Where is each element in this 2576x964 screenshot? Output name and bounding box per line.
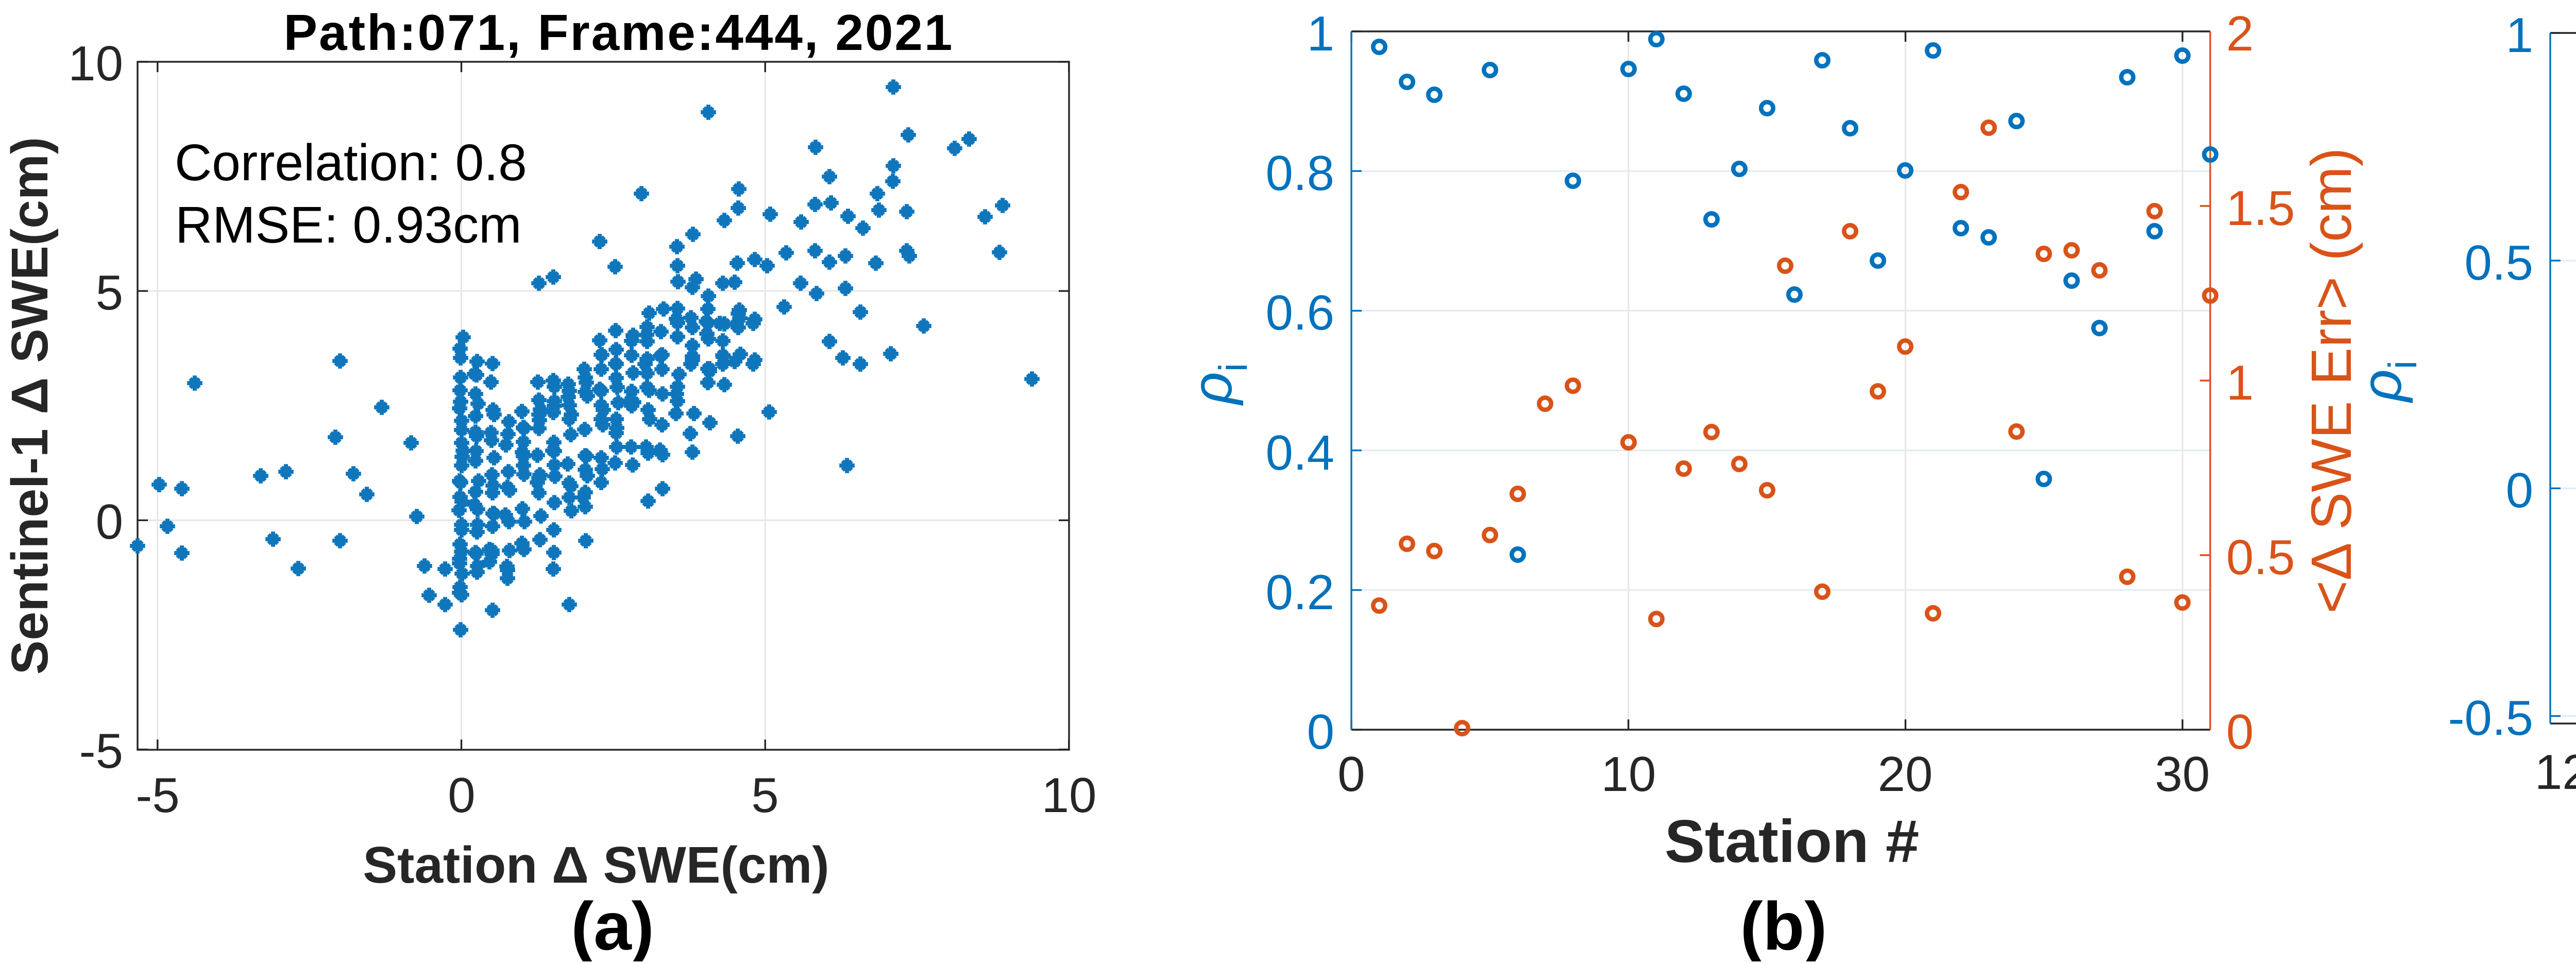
svg-text:1: 1 <box>2506 8 2533 63</box>
svg-text:0.4: 0.4 <box>1266 425 1334 480</box>
svg-text:<Δ SWE Err> (cm): <Δ SWE Err> (cm) <box>2300 148 2363 614</box>
svg-text:0: 0 <box>448 768 475 823</box>
svg-text:10: 10 <box>1601 747 1656 802</box>
svg-text:1.5: 1.5 <box>2226 181 2295 236</box>
svg-text:Station Δ SWE(cm): Station Δ SWE(cm) <box>363 836 829 894</box>
svg-text:10: 10 <box>68 36 123 91</box>
svg-text:ρi: ρi <box>2350 360 2425 403</box>
svg-text:30: 30 <box>2155 747 2210 802</box>
svg-text:Path:071, Frame:444, 2021: Path:071, Frame:444, 2021 <box>284 4 954 61</box>
svg-text:0: 0 <box>1307 704 1334 760</box>
svg-text:Sentinel-1 Δ SWE(cm): Sentinel-1 Δ SWE(cm) <box>1 137 59 675</box>
svg-text:0.5: 0.5 <box>2226 530 2295 585</box>
svg-text:-5: -5 <box>79 724 123 779</box>
svg-text:(b): (b) <box>1740 888 1827 961</box>
svg-text:-0.5: -0.5 <box>2448 691 2533 746</box>
svg-text:Station #: Station # <box>1665 807 1919 875</box>
svg-text:(a): (a) <box>571 888 654 961</box>
svg-text:0.5: 0.5 <box>2465 235 2533 290</box>
svg-text:0: 0 <box>96 494 123 549</box>
svg-text:2: 2 <box>2226 6 2253 61</box>
svg-text:0.6: 0.6 <box>1266 285 1334 340</box>
svg-text:5: 5 <box>96 265 123 320</box>
svg-text:0: 0 <box>1337 747 1365 802</box>
svg-text:-5: -5 <box>135 768 179 823</box>
svg-text:10: 10 <box>1042 768 1097 823</box>
svg-text:Correlation: 0.8: Correlation: 0.8 <box>175 134 527 192</box>
svg-text:20: 20 <box>1878 747 1933 802</box>
svg-text:0: 0 <box>2506 463 2533 518</box>
svg-text:0: 0 <box>2226 704 2253 760</box>
svg-text:12/01: 12/01 <box>2535 745 2576 800</box>
svg-text:1: 1 <box>2226 355 2253 410</box>
svg-text:ρi: ρi <box>1180 363 1256 406</box>
svg-text:RMSE: 0.93cm: RMSE: 0.93cm <box>175 196 521 254</box>
svg-text:5: 5 <box>751 768 778 823</box>
svg-text:1: 1 <box>1307 6 1334 61</box>
svg-text:0.8: 0.8 <box>1266 146 1334 201</box>
svg-text:0.2: 0.2 <box>1266 565 1334 620</box>
